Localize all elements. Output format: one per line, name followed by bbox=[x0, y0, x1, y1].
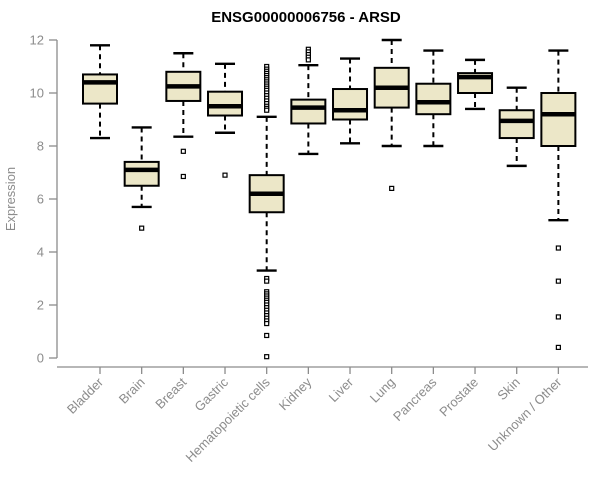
boxplot-breast bbox=[165, 52, 202, 180]
x-tick-label-pancreas: Pancreas bbox=[390, 374, 440, 424]
outlier-point bbox=[555, 344, 561, 350]
x-tick-label-lung: Lung bbox=[367, 375, 398, 406]
outlier-point bbox=[555, 245, 561, 251]
outlier-point bbox=[222, 172, 228, 178]
y-tick-label: 12 bbox=[30, 33, 44, 48]
x-tick-label-prostate: Prostate bbox=[436, 375, 481, 420]
outlier-point bbox=[264, 354, 270, 360]
outlier-point bbox=[264, 332, 270, 339]
boxplot-unknown-other bbox=[540, 49, 577, 350]
outlier-point bbox=[264, 107, 270, 113]
boxplot-skin bbox=[498, 86, 535, 168]
y-tick-label: 2 bbox=[37, 298, 44, 313]
boxplot-kidney bbox=[290, 46, 327, 156]
outlier-point bbox=[555, 314, 561, 320]
outlier-point bbox=[139, 225, 145, 231]
outlier-point bbox=[264, 278, 270, 284]
iqr-box bbox=[415, 82, 452, 116]
boxplot-hematopoietic-cells bbox=[248, 63, 285, 360]
outlier-point bbox=[305, 57, 311, 63]
iqr-box bbox=[207, 90, 244, 117]
outlier-point bbox=[555, 278, 561, 284]
x-tick-label-bladder: Bladder bbox=[64, 374, 107, 417]
x-tick-label-liver: Liver bbox=[326, 374, 357, 405]
y-axis-title: Expression bbox=[3, 167, 18, 231]
x-tick-label-kidney: Kidney bbox=[276, 374, 315, 413]
iqr-box bbox=[498, 109, 535, 140]
y-tick-label: 4 bbox=[37, 245, 44, 260]
boxplot-gastric bbox=[207, 62, 244, 178]
boxplot-liver bbox=[332, 57, 369, 145]
chart-title: ENSG00000006756 - ARSD bbox=[211, 9, 401, 26]
boxplot-prostate bbox=[457, 58, 494, 111]
boxplot-bladder bbox=[82, 44, 118, 140]
boxplot-lung bbox=[373, 38, 410, 191]
x-tick-label-skin: Skin bbox=[494, 375, 522, 403]
outlier-point bbox=[264, 320, 270, 327]
iqr-box bbox=[332, 88, 369, 121]
outlier-point bbox=[180, 173, 186, 180]
y-tick-label: 0 bbox=[37, 351, 44, 366]
y-tick-label: 8 bbox=[37, 139, 44, 154]
boxplot-pancreas bbox=[415, 49, 452, 148]
outlier-point bbox=[389, 185, 395, 191]
x-tick-label-unknown-other: Unknown / Other bbox=[485, 374, 565, 454]
y-tick-label: 10 bbox=[30, 86, 44, 101]
x-tick-label-breast: Breast bbox=[152, 374, 189, 411]
boxplot-brain bbox=[123, 126, 160, 231]
x-tick-label-brain: Brain bbox=[116, 375, 148, 407]
iqr-box bbox=[82, 73, 118, 105]
y-tick-label: 6 bbox=[37, 192, 44, 207]
iqr-box bbox=[540, 92, 577, 147]
x-tick-label-gastric: Gastric bbox=[191, 374, 231, 414]
iqr-box bbox=[290, 98, 327, 125]
outlier-point bbox=[180, 148, 186, 154]
iqr-box bbox=[123, 160, 160, 187]
